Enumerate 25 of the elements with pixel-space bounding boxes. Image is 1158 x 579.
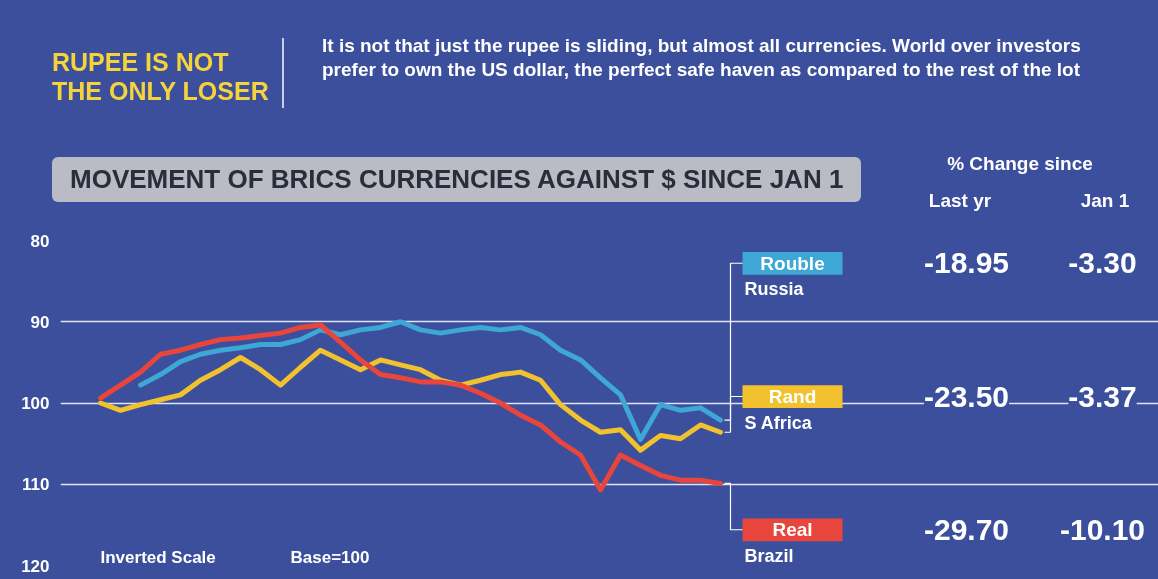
text: Rand	[768, 386, 817, 407]
text: -29.70	[923, 512, 1010, 546]
text: Brazil	[744, 545, 794, 566]
text: It is not that just the rupee is sliding, but almost all currencies. World over investors prefer to own the US dollar, the perfect safe haven as compared to the rest of the lot	[322, 34, 1082, 82]
text: Rouble	[760, 252, 825, 274]
text: Real	[772, 519, 813, 541]
y-tick-label: 110	[22, 475, 50, 495]
y-tick-label: 120	[21, 556, 50, 576]
text: RUPEE IS NOT THE ONLY LOSER	[52, 48, 270, 106]
text: Last yr	[927, 189, 993, 213]
text: Russia	[744, 279, 805, 300]
text: S Africa	[744, 412, 813, 433]
y-tick-label: 80	[30, 231, 50, 251]
y-tick-label: 90	[30, 312, 50, 332]
chart-title: MOVEMENT OF BRICS CURRENCIES AGAINST $ SINCE JAN 1	[52, 157, 862, 203]
y-tick-label: 100	[21, 394, 50, 413]
text: -3.37	[1068, 379, 1137, 413]
text: Jan 1	[1079, 189, 1131, 213]
text: -18.95	[923, 246, 1010, 280]
text: -10.10	[1059, 512, 1146, 546]
annotation: Inverted Scale	[100, 548, 216, 568]
annotation: Base=100	[290, 548, 370, 568]
text: -23.50	[923, 379, 1010, 413]
text: -3.30	[1068, 246, 1137, 280]
text: % Change since	[946, 152, 1094, 176]
